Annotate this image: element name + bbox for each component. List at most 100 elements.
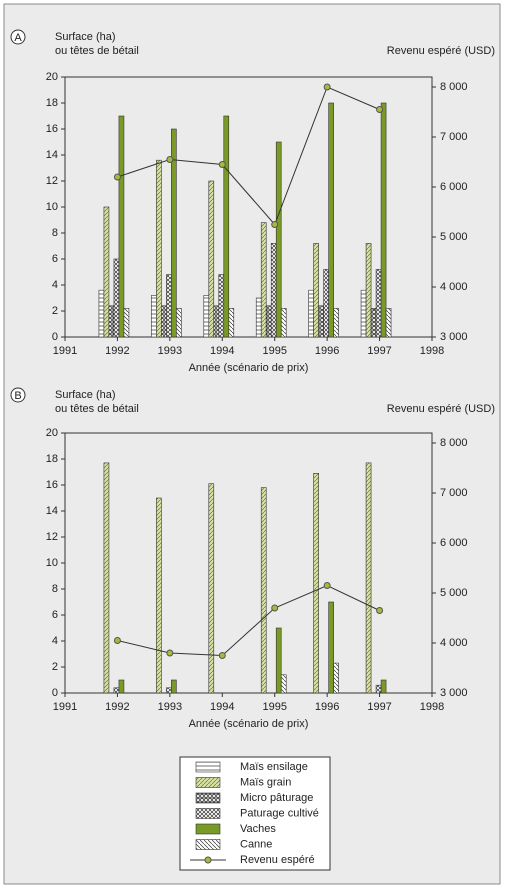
revenue-marker: [218, 161, 226, 168]
legend-marker: [204, 856, 212, 864]
revenue-marker: [376, 607, 384, 614]
x-tick-label: 1991: [53, 701, 77, 713]
bar: [260, 222, 267, 338]
x-tick-label: 1992: [105, 345, 129, 357]
y2-axis-label: Revenu espéré (USD): [387, 403, 495, 415]
bar: [365, 243, 372, 338]
bar: [323, 269, 329, 338]
bar: [171, 128, 177, 338]
y-tick-label: 6: [52, 253, 58, 265]
background: [3, 3, 501, 885]
y-tick-label: 14: [46, 505, 58, 517]
revenue-marker: [271, 604, 279, 612]
x-tick-label: 1993: [158, 345, 182, 357]
bar: [123, 308, 130, 338]
panel-label: A: [14, 32, 22, 44]
bar: [255, 297, 262, 338]
bar: [171, 679, 177, 694]
bar: [166, 687, 172, 694]
bar: [375, 684, 382, 694]
x-axis-label: Année (scénario de prix): [189, 718, 309, 730]
bar: [108, 305, 115, 338]
y2-tick-label: 5 000: [440, 587, 468, 599]
bar: [280, 674, 287, 694]
bar: [260, 487, 267, 694]
bar: [161, 305, 167, 338]
x-tick-label: 1998: [420, 345, 444, 357]
bar: [333, 308, 339, 338]
x-tick-label: 1997: [367, 345, 391, 357]
y-tick-label: 4: [52, 279, 58, 291]
y-tick-label: 10: [46, 201, 58, 213]
bar: [98, 289, 105, 338]
bar: [113, 687, 120, 694]
bar: [218, 274, 225, 338]
bar: [360, 289, 367, 338]
y-tick-label: 4: [52, 635, 58, 647]
y-tick-label: 0: [52, 687, 58, 699]
revenue-marker: [376, 106, 384, 113]
y-tick-label: 20: [46, 427, 58, 439]
bar: [156, 159, 162, 338]
bar: [103, 462, 110, 694]
x-tick-label: 1997: [367, 701, 391, 713]
bar: [318, 305, 324, 338]
y-axis-label: ou têtes de bétail: [55, 403, 139, 415]
bar: [118, 115, 125, 338]
x-tick-label: 1996: [315, 345, 339, 357]
y2-axis-label: Revenu espéré (USD): [387, 45, 495, 57]
revenue-line: [117, 584, 380, 657]
y-tick-label: 16: [46, 123, 58, 135]
legend-label: Maïs grain: [240, 776, 291, 788]
y-axis-label: Surface (ha): [55, 389, 116, 401]
y2-tick-label: 3 000: [440, 687, 468, 699]
bar: [213, 305, 220, 338]
bar: [328, 102, 334, 338]
bar: [328, 601, 334, 694]
bar: [308, 289, 314, 338]
y-tick-label: 2: [52, 305, 58, 317]
y-tick-label: 2: [52, 661, 58, 673]
y-tick-label: 14: [46, 149, 58, 161]
y-tick-label: 10: [46, 557, 58, 569]
legend-label: Micro pâturage: [240, 792, 313, 804]
legend-swatch: [195, 823, 221, 835]
revenue-marker: [166, 156, 174, 163]
bar: [380, 679, 387, 694]
revenue-marker: [271, 221, 279, 228]
bar: [228, 308, 235, 338]
legend-label: Canne: [240, 838, 272, 850]
bar: [385, 308, 392, 338]
y-tick-label: 8: [52, 227, 58, 239]
y2-tick-label: 6 000: [440, 537, 468, 549]
revenue-marker: [323, 582, 331, 589]
legend-swatch: [195, 792, 221, 804]
x-tick-label: 1992: [105, 701, 129, 713]
y-tick-label: 8: [52, 583, 58, 595]
bar: [270, 243, 277, 338]
y-tick-label: 18: [46, 453, 58, 465]
y2-tick-label: 8 000: [440, 81, 468, 93]
legend-swatch: [195, 808, 221, 819]
x-tick-label: 1995: [262, 345, 286, 357]
revenue-line: [117, 86, 380, 226]
bar: [370, 308, 377, 338]
panel-badge: [10, 29, 26, 45]
x-tick-label: 1998: [420, 701, 444, 713]
y2-tick-label: 4 000: [440, 281, 468, 293]
bar: [380, 102, 387, 338]
bar: [156, 497, 162, 694]
revenue-marker: [166, 649, 174, 657]
bar: [166, 274, 172, 338]
bar: [333, 662, 339, 694]
y-tick-label: 18: [46, 97, 58, 109]
bar: [103, 206, 110, 338]
y2-tick-label: 4 000: [440, 637, 468, 649]
y-tick-label: 16: [46, 479, 58, 491]
bar: [365, 462, 372, 694]
bar: [203, 295, 210, 338]
legend-label: Maïs ensilage: [240, 761, 308, 773]
bar: [280, 308, 287, 338]
y-tick-label: 12: [46, 531, 58, 543]
